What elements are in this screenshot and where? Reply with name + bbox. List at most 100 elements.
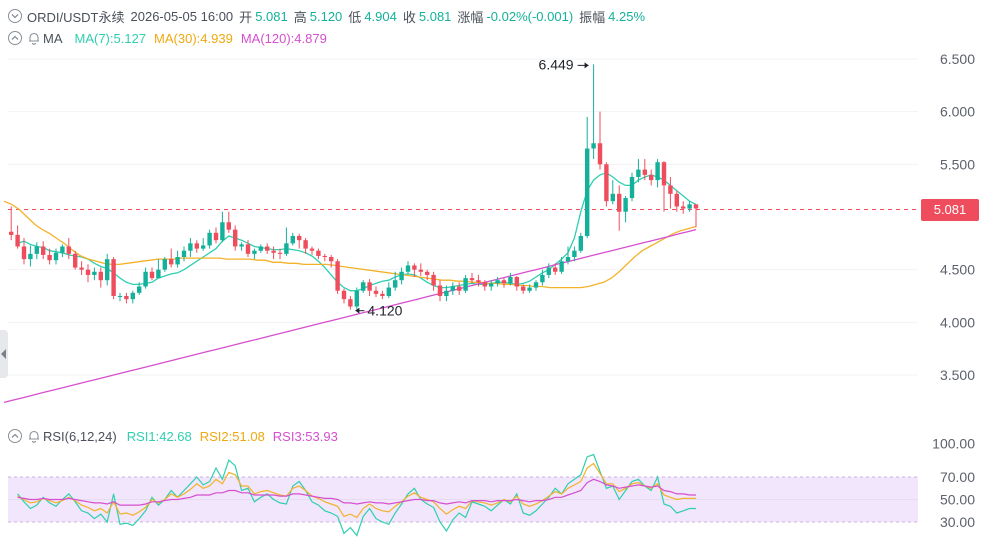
candle <box>143 267 148 289</box>
ma30-value: MA(30):4.939 <box>154 30 233 46</box>
candle <box>623 195 628 223</box>
price-tick-label: 6.500 <box>940 51 975 67</box>
bell-icon[interactable] <box>27 429 41 443</box>
candle <box>201 238 206 251</box>
last-price-tag: 5.081 <box>921 199 979 221</box>
candle <box>194 240 199 253</box>
candle <box>668 176 673 209</box>
candle <box>565 246 571 265</box>
candle <box>546 263 551 279</box>
candle <box>181 246 187 262</box>
rsi-band-area <box>8 476 918 523</box>
price-tick-label: 5.500 <box>940 156 975 172</box>
candle <box>348 295 353 310</box>
candle <box>687 201 692 212</box>
candle <box>393 271 398 291</box>
candle <box>610 180 615 205</box>
high-value: 5.120 <box>309 8 343 24</box>
candle <box>649 169 654 186</box>
candle <box>693 204 699 228</box>
candle <box>367 279 372 296</box>
candle <box>73 250 78 270</box>
candle <box>425 269 430 281</box>
candle <box>386 282 391 299</box>
open-value: 5.081 <box>255 8 288 24</box>
candle <box>437 280 443 302</box>
candle <box>41 241 46 260</box>
candle <box>335 259 340 294</box>
rsi3-value: RSI3:53.93 <box>272 428 338 444</box>
candle <box>578 232 583 253</box>
chevron-up-icon[interactable] <box>8 31 22 45</box>
ma-lines <box>3 172 697 404</box>
candle <box>501 278 507 288</box>
candle <box>117 292 123 302</box>
candle <box>681 201 686 214</box>
candle <box>457 282 462 295</box>
candle <box>15 225 20 249</box>
max-arrow-head <box>584 62 589 69</box>
rsi2-line <box>17 462 696 519</box>
candle <box>405 261 411 274</box>
price-tick-label: 4.000 <box>940 314 975 330</box>
change-value: -0.02%(-0.001) <box>486 8 574 24</box>
candle <box>642 159 647 181</box>
candle <box>226 211 231 233</box>
candle <box>521 284 526 294</box>
amplitude-value: 4.25% <box>608 8 646 24</box>
ma120-line <box>3 228 697 404</box>
symbol-name[interactable]: ORDI/USDT永续 <box>27 9 125 25</box>
ma7-line <box>17 172 697 292</box>
candle <box>297 233 302 249</box>
candle <box>482 280 487 291</box>
candle <box>47 248 52 265</box>
candle <box>354 287 359 310</box>
candle <box>495 277 500 287</box>
candle <box>617 185 622 231</box>
candle <box>303 238 308 254</box>
candle <box>169 248 174 268</box>
price-tick-label: 4.500 <box>940 262 975 278</box>
candle <box>92 267 97 281</box>
price-tick-label: 3.500 <box>940 367 975 383</box>
candle <box>271 246 276 260</box>
candle <box>553 263 558 275</box>
candle <box>130 290 135 304</box>
candle <box>284 227 289 256</box>
candle <box>149 267 155 281</box>
price-tick-label: 6.000 <box>940 104 975 120</box>
close-value: 5.081 <box>418 8 452 24</box>
candle <box>661 161 667 212</box>
ohlc-header: ORDI/USDT永续 2026-05-05 16:00 开 5.081 高 5… <box>8 6 645 26</box>
caret-left-icon[interactable] <box>0 330 8 378</box>
candle <box>655 159 660 188</box>
bell-icon[interactable] <box>27 31 41 45</box>
candle <box>341 288 347 304</box>
change-label: 涨幅 <box>457 9 484 25</box>
max-price-label: 6.449 <box>539 56 574 72</box>
candle <box>361 280 366 293</box>
rsi-legend: RSI(6,12,24) RSI1:42.68 RSI2:51.08 RSI3:… <box>8 426 338 446</box>
candle <box>597 111 603 170</box>
candle <box>533 280 539 291</box>
candle <box>277 248 283 260</box>
candle <box>34 242 39 260</box>
candle <box>476 274 481 287</box>
candle <box>373 286 379 298</box>
ma-indicator-label[interactable]: MA <box>43 30 63 46</box>
candle <box>245 240 251 258</box>
candle <box>629 172 635 202</box>
rsi-tick-label: 50.00 <box>940 492 975 508</box>
candle <box>329 254 334 268</box>
rsi-axis: 100.00 70.00 50.00 30.00 <box>932 435 975 530</box>
candle <box>9 206 14 241</box>
rsi-indicator-label[interactable]: RSI(6,12,24) <box>43 428 117 444</box>
chevron-down-icon[interactable] <box>8 9 22 23</box>
candle <box>316 248 321 260</box>
extreme-annotations: 6.449 4.120 <box>355 56 589 319</box>
candle <box>309 246 315 255</box>
chevron-up-icon[interactable] <box>8 429 22 443</box>
rsi-tick-label: 70.00 <box>940 469 975 485</box>
candle <box>111 257 116 300</box>
